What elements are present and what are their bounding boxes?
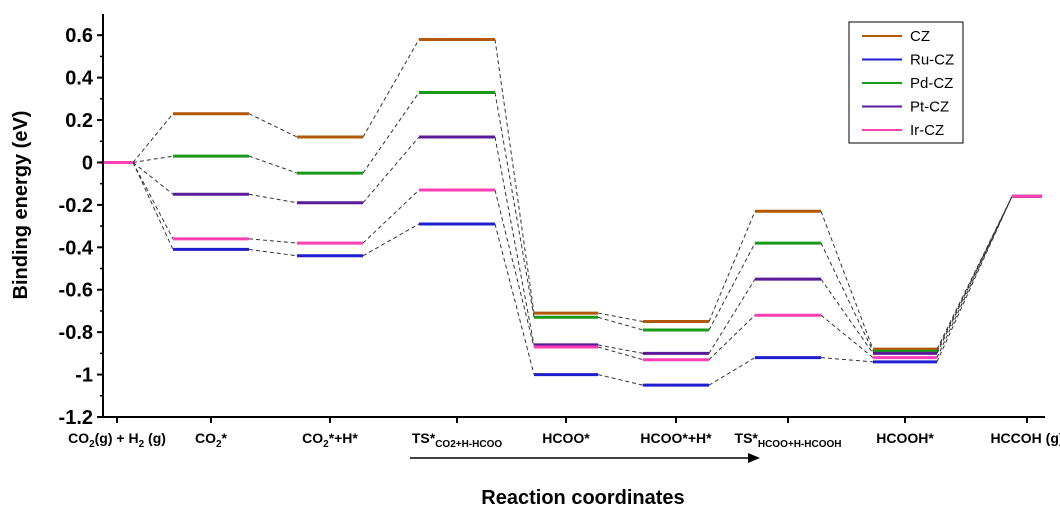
legend-label: Pt-CZ [910,99,949,116]
connector-ir-cz-line [936,196,1013,358]
connector-pd-cz-line [248,155,298,174]
y-tick-label: -0.8 [59,322,93,344]
legend-label: Ir-CZ [910,122,944,139]
connector-pd-cz-line [132,155,174,163]
connector-ru-cz-line [708,357,756,386]
x-axis-title: Reaction coordinates [481,487,684,509]
connector-pt-cz-line [936,196,1013,354]
connector-ir-cz-line [820,314,874,358]
connector-pd-cz-line [597,316,644,331]
y-tick-label: 0 [82,152,93,174]
y-tick-label: -1 [75,365,93,387]
connector-pt-cz-line [597,344,644,354]
y-axis-title: Binding energy (eV) [10,111,32,300]
y-ticks: 0.6 0.4 0.2 0 -0.2 -0.4 -0.6 -0.8 -1 -1.2 [59,25,103,429]
arrow-head-icon [748,453,760,463]
y-tick-label: -0.6 [59,280,93,302]
connector-pd-cz-line [708,242,756,331]
connector-ir-cz-line [597,346,644,361]
connector-pt-cz-line [820,278,874,354]
connector-ru-cz-line [132,162,174,250]
x-category-label: TS*HCOO+H-HCOOH [735,430,842,450]
x-category-label: CO2(g) + H2 (g) [68,430,166,450]
legend-label: Ru-CZ [910,52,954,69]
connector-ir-cz-line [494,189,535,348]
x-ticks: CO2(g) + H2 (g) CO2* CO2*+H* TS*CO2+H-HCOO H… [68,417,1060,450]
y-tick-label: -0.4 [59,237,94,259]
connector-ru-cz-line [936,196,1013,363]
connector-pt-cz-line [494,136,535,345]
connector-ru-cz-line [597,374,644,386]
legend-label: Pd-CZ [910,75,953,92]
connector-pt-cz-line [132,162,174,195]
y-tick-label: -0.2 [59,195,93,217]
connector-cz-line [820,211,874,350]
connector-ir-cz-line [132,162,174,240]
x-category-label: HCOOH* [876,430,934,446]
connector-pt-cz-line [362,136,420,204]
x-category-label: HCOO* [542,430,590,446]
y-tick-label: -1.2 [59,407,93,429]
connector-ir-cz-line [248,238,298,244]
connector-pd-cz-line [494,92,535,318]
connector-ru-cz-line [494,223,535,375]
connector-ru-cz-line [248,248,298,257]
connector-cz-line [132,113,174,163]
energy-levels [101,37,1042,387]
connector-ir-cz-line [708,314,756,361]
x-category-label: HCCOH (g) [990,430,1060,446]
legend-label: CZ [910,28,930,45]
connector-pt-cz-line [248,193,298,204]
connector-ru-cz-line [820,357,874,363]
axes [102,14,1045,418]
connector-cz-line [248,113,298,138]
connector-ru-cz-line [362,223,420,257]
connector-lines [132,39,1013,386]
x-category-label: TS*CO2+H-HCOO [412,430,503,450]
connector-cz-line [708,211,756,322]
connector-cz-line [362,39,420,138]
x-category-label: CO2* [195,430,228,450]
legend: CZ Ru-CZ Pd-CZ Pt-CZ Ir-CZ [848,21,964,144]
connector-pt-cz-line [708,278,756,354]
x-category-label: HCOO*+H* [640,430,712,446]
y-tick-label: 0.6 [65,25,93,47]
y-tick-label: 0.2 [65,110,93,132]
connector-cz-line [494,39,535,314]
y-tick-label: 0.4 [65,68,94,90]
connector-cz-line [597,312,644,323]
x-category-label: CO2*+H* [302,430,358,450]
connector-ir-cz-line [362,189,420,244]
connector-pd-cz-line [820,242,874,352]
connector-pd-cz-line [362,92,420,174]
